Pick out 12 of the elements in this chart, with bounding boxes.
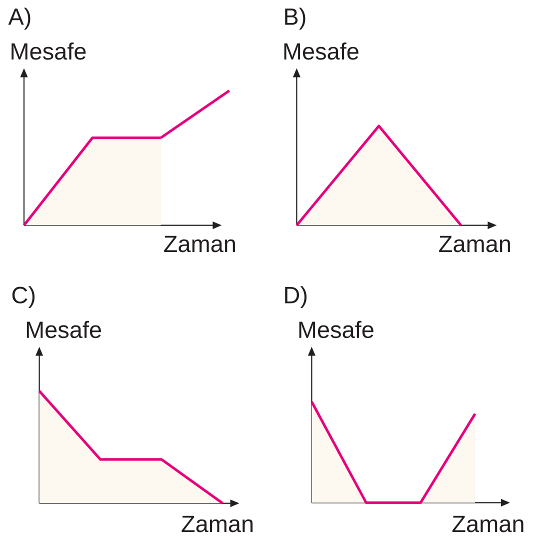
chart-title: D) xyxy=(285,286,307,308)
x-axis-title: Zaman xyxy=(452,516,524,532)
chart-title: A) xyxy=(8,8,30,30)
y-axis-title: Mesafe xyxy=(26,320,102,338)
y-axis-title: Mesafe xyxy=(299,320,374,338)
x-axis-title: Zaman xyxy=(182,516,253,532)
x-axis-title: Zaman xyxy=(439,236,510,252)
y-axis-title: Mesafe xyxy=(284,42,358,60)
chart-title: B) xyxy=(285,8,306,30)
chart-title: C) xyxy=(12,286,35,308)
y-axis-title: Mesafe xyxy=(12,42,86,60)
x-axis-title: Zaman xyxy=(164,236,235,252)
